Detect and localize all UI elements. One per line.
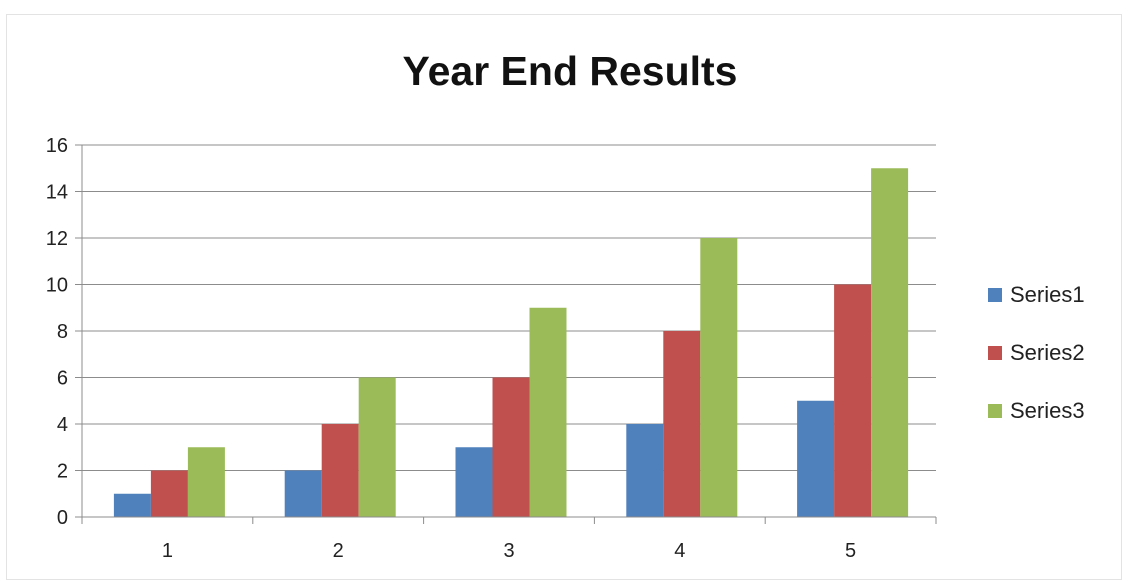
y-tick-label: 6	[57, 368, 68, 390]
bar-series2-5	[834, 284, 872, 517]
bar-series3-1	[187, 447, 225, 517]
bar-series3-2	[358, 377, 396, 517]
bar-series1-3	[455, 447, 493, 517]
x-tick-labels: 1 2 3 4 5	[162, 540, 856, 562]
bar-series3-4	[700, 238, 738, 517]
legend-swatch-series3	[988, 404, 1002, 418]
legend-item-series3: Series3	[988, 396, 1085, 426]
legend-item-series1: Series1	[988, 280, 1085, 310]
y-tick-label: 16	[46, 135, 68, 157]
bar-series2-4	[663, 331, 701, 517]
chart-title: Year End Results	[402, 48, 738, 94]
x-tick-label: 2	[333, 540, 344, 562]
legend-label-series2: Series2	[1010, 340, 1085, 365]
y-tick-label: 4	[57, 414, 68, 436]
bar-series3-5	[871, 168, 909, 517]
legend-label-series3: Series3	[1010, 398, 1085, 423]
legend-swatch-series1	[988, 288, 1002, 302]
legend-swatch-series2	[988, 346, 1002, 360]
x-tick-label: 3	[503, 540, 514, 562]
legend-label-series1: Series1	[1010, 282, 1085, 307]
y-tick-label: 14	[46, 182, 68, 204]
x-tick-label: 4	[674, 540, 685, 562]
y-tick-label: 2	[57, 461, 68, 483]
y-tick-labels: 0 2 4 6 8 10 12 14 16	[46, 135, 68, 529]
y-tick-label: 8	[57, 321, 68, 343]
x-tick-label: 5	[845, 540, 856, 562]
bar-series1-2	[284, 470, 322, 517]
bars	[113, 168, 909, 517]
y-tick-label: 10	[46, 275, 68, 297]
axes	[75, 144, 937, 524]
bar-series1-5	[797, 400, 835, 517]
bar-series2-2	[321, 424, 359, 517]
legend-item-series2: Series2	[988, 338, 1085, 368]
x-tick-label: 1	[162, 540, 173, 562]
bar-series1-4	[626, 424, 664, 517]
legend: Series1 Series2 Series3	[988, 280, 1085, 454]
bar-series1-1	[113, 493, 151, 517]
bar-series2-1	[150, 470, 188, 517]
y-tick-label: 0	[57, 507, 68, 529]
y-tick-label: 12	[46, 228, 68, 250]
bar-series2-3	[492, 377, 530, 517]
bar-series3-3	[529, 307, 567, 517]
